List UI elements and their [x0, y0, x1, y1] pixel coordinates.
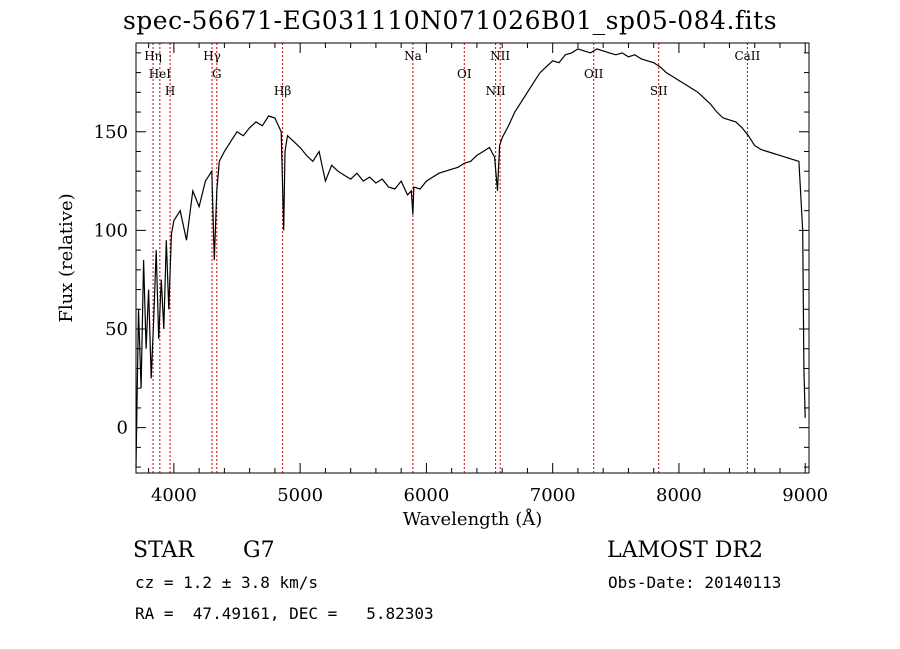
- line-label-hei: HeI: [149, 67, 172, 81]
- y-tick-label: 100: [94, 220, 128, 241]
- x-tick-label: 9000: [782, 485, 828, 506]
- object-subclass: G7: [243, 538, 275, 563]
- observation-date: Obs-Date: 20140113: [608, 573, 782, 592]
- chart-title: spec-56671-EG031110N071026B01_sp05-084.f…: [122, 6, 778, 35]
- line-label-nii: NII: [490, 49, 510, 63]
- line-label-h: H: [165, 84, 175, 98]
- line-label-nii: NII: [486, 84, 506, 98]
- line-label-hγ: Hγ: [203, 49, 221, 63]
- line-label-caii: CaII: [734, 49, 760, 63]
- spectrum-series: [135, 48, 806, 468]
- line-label-oi: OI: [457, 67, 472, 81]
- line-label-g: G: [212, 67, 222, 81]
- y-tick-label: 0: [117, 418, 128, 439]
- axes: [135, 42, 810, 474]
- line-label-hη: Hη: [144, 49, 162, 63]
- axis-labels: 4000 5000 6000 7000 8000 9000 0 50 100 150 Wavelen…: [56, 49, 828, 530]
- line-label-oii: OII: [584, 67, 604, 81]
- spectral-line-markers: [152, 43, 748, 473]
- object-class: STAR: [133, 538, 194, 563]
- y-tick-label: 150: [94, 122, 128, 143]
- x-tick-label: 5000: [277, 485, 323, 506]
- y-tick-label: 50: [105, 319, 128, 340]
- x-tick-label: 8000: [656, 485, 702, 506]
- x-tick-label: 4000: [151, 485, 197, 506]
- coordinates-text: RA = 47.49161, DEC = 5.82303: [135, 604, 434, 623]
- redshift-text: cz = 1.2 ± 3.8 km/s: [135, 573, 319, 592]
- survey-name: LAMOST DR2: [607, 538, 763, 563]
- plot-frame: [135, 42, 810, 474]
- line-label-na: Na: [404, 49, 422, 63]
- line-label-sii: SII: [650, 84, 668, 98]
- spectrum-line: [135, 48, 806, 468]
- x-tick-label: 7000: [530, 485, 576, 506]
- line-label-hβ: Hβ: [274, 84, 291, 98]
- x-axis-label: Wavelength (Å): [403, 508, 543, 530]
- y-axis-label: Flux (relative): [56, 193, 77, 322]
- x-tick-label: 6000: [404, 485, 450, 506]
